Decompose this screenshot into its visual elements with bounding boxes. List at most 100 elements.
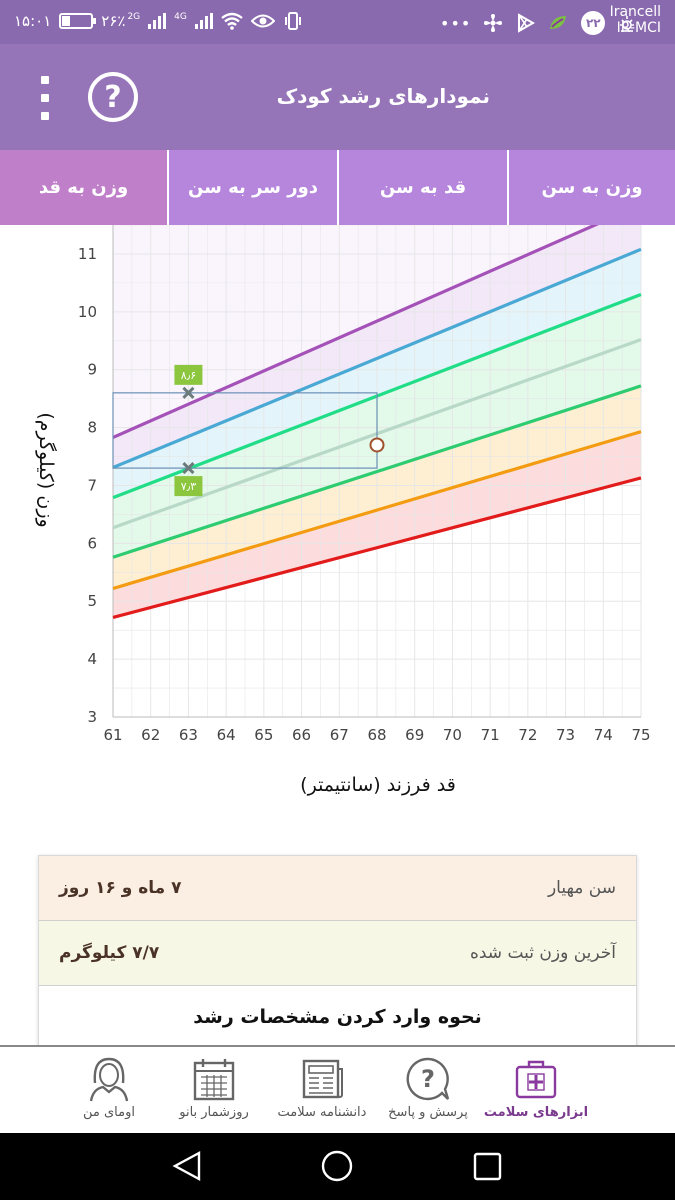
x-tick-label: 64	[217, 726, 236, 744]
y-tick-label: 9	[87, 361, 97, 379]
percentile-line	[112, 247, 642, 470]
y-tick-label: 7	[87, 476, 97, 494]
marker-label: ۷٫۳	[181, 480, 196, 493]
howto-link[interactable]: نحوه وارد کردن مشخصات رشد	[39, 986, 636, 1048]
health-kit-icon	[515, 1060, 557, 1099]
carrier-line-1: Irancell	[609, 4, 661, 20]
x-tick-label: 71	[481, 726, 500, 744]
wifi-icon	[221, 12, 243, 30]
status-notifications: ••• ۲۲	[440, 11, 637, 35]
carrier-info: Irancell IR-MCI	[610, 4, 661, 36]
age-label: سن مهیار	[547, 878, 616, 898]
status-bar: ۱۵:۰۱ ۲۶٪ 2G 4G ••• ۲۲ Irancell IR-MCI	[0, 0, 675, 44]
y-tick-label: 10	[78, 303, 97, 321]
system-navigation-bar	[0, 1133, 675, 1200]
y-tick-label: 11	[78, 245, 97, 263]
y-tick-label: 5	[87, 592, 97, 610]
marker-label-box	[174, 476, 203, 497]
marker-label: ۸٫۶	[181, 369, 196, 382]
weather-icon	[620, 16, 635, 32]
svg-text:?: ?	[421, 1065, 435, 1093]
nav-health-tools[interactable]: ابزارهای سلامت	[477, 1047, 595, 1135]
age-value: ۷ ماه و ۱۶ روز	[59, 878, 182, 898]
howto-label: نحوه وارد کردن مشخصات رشد	[193, 1006, 482, 1028]
x-tick-label: 66	[292, 726, 311, 744]
x-tick-label: 68	[367, 726, 386, 744]
battery-icon	[59, 13, 97, 29]
bottom-navigation: ابزارهای سلامت ? پرسش و پاسخ دانشنامه سل…	[0, 1045, 675, 1133]
network-2g-label: 2G	[127, 12, 141, 22]
nav-label: روزشمار بانو	[179, 1105, 249, 1120]
x-tick-label: 61	[103, 726, 122, 744]
woman-avatar-icon	[89, 1057, 129, 1102]
fan-icon	[484, 14, 503, 32]
notification-badge: ۲۲	[581, 11, 606, 35]
back-icon[interactable]	[172, 1150, 201, 1182]
x-axis-label: قد فرزند (سانتیمتر)	[300, 774, 456, 796]
percentile-line	[112, 430, 642, 591]
clock: ۱۵:۰۱	[14, 12, 52, 30]
range-highlight-box	[112, 392, 378, 469]
nav-label: اومای من	[83, 1105, 135, 1120]
y-tick-label: 3	[87, 708, 97, 726]
x-tick-label: 70	[443, 726, 462, 744]
weight-value: ۷/۷ کیلوگرم	[59, 943, 160, 963]
x-tick-label: 73	[556, 726, 575, 744]
percentile-line	[112, 476, 642, 619]
recents-icon[interactable]	[473, 1152, 502, 1181]
question-bubble-icon: ?	[406, 1057, 450, 1101]
x-tick-label: 63	[179, 726, 198, 744]
nav-questions[interactable]: ? پرسش و پاسخ	[369, 1047, 487, 1135]
growth-chart-svg: 61 62 63 64 65 66 67 68 69 70 71 72 73 74 753456789101…	[35, 203, 651, 796]
x-tick-label: 75	[631, 726, 650, 744]
age-row: سن مهیار ۷ ماه و ۱۶ روز	[39, 856, 636, 921]
tab-height-for-age[interactable]: قد به سن	[337, 150, 507, 225]
percentile-line	[112, 203, 642, 439]
y-tick-label: 8	[87, 419, 97, 437]
x-tick-label: 67	[330, 726, 349, 744]
child-info-card: سن مهیار ۷ ماه و ۱۶ روز آخرین وزن ثبت شد…	[38, 855, 637, 1049]
x-tick-label: 69	[405, 726, 424, 744]
y-tick-label: 4	[87, 650, 97, 668]
page-title: نمودارهای رشد کودک	[276, 84, 490, 108]
app-bar: ? نمودارهای رشد کودک	[0, 44, 675, 150]
network-4g-label: 4G	[174, 12, 187, 22]
growth-chart: 61 62 63 64 65 66 67 68 69 70 71 72 73 74 75 3 4 5 6 7 8 9 10 1…	[0, 203, 675, 845]
child-measurement-point	[369, 437, 385, 453]
overflow-menu-icon[interactable]	[38, 76, 52, 120]
status-left: ۱۵:۰۱ ۲۶٪ 2G 4G	[14, 11, 303, 31]
nav-label: پرسش و پاسخ	[388, 1105, 468, 1120]
x-tick-label: 65	[254, 726, 273, 744]
help-button[interactable]: ?	[88, 72, 138, 122]
signal-icon	[148, 13, 167, 29]
x-tick-label: 62	[141, 726, 160, 744]
nav-label: ابزارهای سلامت	[483, 1105, 589, 1120]
signal-icon-2	[194, 13, 213, 29]
chart-tabs: وزن به قد دور سر به سن قد به سن وزن به س…	[0, 150, 675, 225]
nav-my-profile[interactable]: اومای من	[50, 1047, 168, 1135]
tab-weight-for-height[interactable]: وزن به قد	[0, 150, 167, 225]
tab-weight-for-age[interactable]: وزن به سن	[507, 150, 675, 225]
more-notifications-icon: •••	[440, 13, 472, 33]
weight-label: آخرین وزن ثبت شده	[469, 943, 616, 963]
tab-head-circumference-for-age[interactable]: دور سر به سن	[167, 150, 337, 225]
carrier-line-2: IR-MCI	[616, 20, 661, 36]
eye-icon	[250, 14, 275, 28]
calendar-icon	[193, 1059, 235, 1101]
y-tick-label: 6	[87, 534, 97, 552]
newspaper-icon	[302, 1059, 343, 1099]
x-tick-label: 74	[594, 726, 613, 744]
range-marker	[182, 462, 195, 475]
nav-encyclopedia[interactable]: دانشنامه سلامت	[263, 1047, 381, 1135]
marker-label-box	[174, 364, 203, 385]
percentile-line	[112, 384, 642, 559]
weight-row: آخرین وزن ثبت شده ۷/۷ کیلوگرم	[39, 921, 636, 986]
nav-label: دانشنامه سلامت	[277, 1105, 367, 1120]
home-icon[interactable]	[321, 1150, 353, 1182]
y-axis-label: وزن (کیلوگرم)	[35, 412, 58, 527]
battery-percent: ۲۶٪	[101, 12, 126, 30]
play-store-icon	[518, 13, 536, 33]
x-tick-label: 72	[518, 726, 537, 744]
nav-calendar[interactable]: روزشمار بانو	[155, 1047, 273, 1135]
app-leaf-icon	[550, 16, 567, 29]
